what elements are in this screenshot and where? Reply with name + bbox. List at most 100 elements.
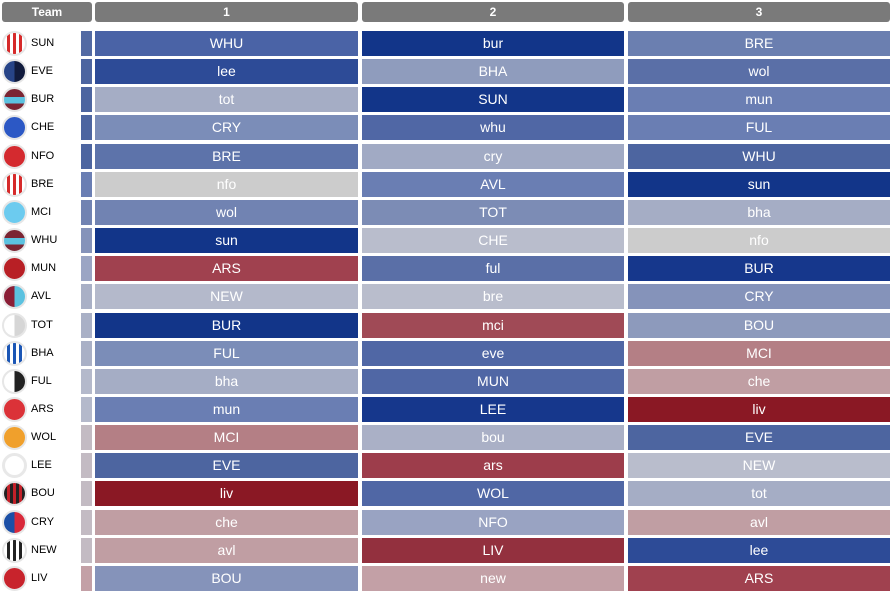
fixture-cell: bou <box>362 425 624 451</box>
fixture-cell: bre <box>362 284 624 310</box>
fixture-cell: bur <box>362 31 624 56</box>
difficulty-strip <box>81 368 92 394</box>
team-badge-icon <box>2 31 27 56</box>
fixture-cell: NEW <box>628 453 890 479</box>
difficulty-strip <box>81 340 92 366</box>
team-row: BUR tot SUN mun <box>0 87 894 113</box>
team-row: CRY che NFO avl <box>0 509 894 535</box>
team-code: SUN <box>31 37 55 49</box>
fixture-cell: LIV <box>362 537 624 563</box>
team-code: MCI <box>31 205 52 218</box>
fixture-cell: avl <box>95 537 358 563</box>
fixture-cell: wol <box>95 199 358 225</box>
team-code: NFO <box>31 149 55 162</box>
fixture-cell: mun <box>95 396 358 422</box>
gameweek-header-3: 3 <box>628 2 890 22</box>
fixture-cell: liv <box>628 396 890 422</box>
fixture-cell: EVE <box>95 453 358 479</box>
team-badge-icon <box>2 199 27 225</box>
team-badge-icon <box>2 284 27 310</box>
team-badge-icon <box>2 228 27 254</box>
fixture-cell: avl <box>628 509 890 535</box>
fixture-cell: MUN <box>362 368 624 394</box>
team-row: WOL MCI bou EVE <box>0 425 894 451</box>
fixture-cell: nfo <box>628 228 890 254</box>
team-badge-icon <box>2 425 27 451</box>
fixture-cell: CHE <box>362 228 624 254</box>
fixture-cell: WHU <box>628 143 890 169</box>
team-code: EVE <box>31 65 54 78</box>
team-row: ARS mun LEE liv <box>0 396 894 422</box>
difficulty-strip <box>81 565 92 591</box>
team-row: FUL bha MUN che <box>0 368 894 394</box>
difficulty-strip <box>81 87 92 113</box>
fixture-cell: BHA <box>362 59 624 85</box>
difficulty-strip <box>81 171 92 197</box>
fixture-cell: ars <box>362 453 624 479</box>
fixture-cell: BOU <box>95 565 358 591</box>
fixture-cell: WOL <box>362 481 624 507</box>
fixture-cell: ARS <box>628 565 890 591</box>
fixture-cell: LEE <box>362 396 624 422</box>
team-code: FUL <box>31 374 52 387</box>
team-badge-icon <box>2 565 27 591</box>
fixture-cell: TOT <box>362 199 624 225</box>
fixture-cell: FUL <box>95 340 358 366</box>
fixture-cell: WHU <box>95 31 358 56</box>
team-badge-icon <box>2 537 27 563</box>
fixture-cell: lee <box>628 537 890 563</box>
team-code: LIV <box>31 571 48 584</box>
fixture-cell: BOU <box>628 312 890 338</box>
team-row: LIV BOU new ARS <box>0 565 894 591</box>
difficulty-strip <box>81 453 92 479</box>
fixture-cell: cry <box>362 143 624 169</box>
team-row: BOU liv WOL tot <box>0 481 894 507</box>
fixture-cell: ful <box>362 256 624 282</box>
team-badge-icon <box>2 453 27 479</box>
difficulty-strip <box>81 481 92 507</box>
difficulty-strip <box>81 396 92 422</box>
fixture-cell: BUR <box>628 256 890 282</box>
fixture-cell: sun <box>95 228 358 254</box>
fixture-cell: eve <box>362 340 624 366</box>
team-code: BHA <box>31 346 54 359</box>
fixture-cell: MCI <box>95 425 358 451</box>
team-row: NEW avl LIV lee <box>0 537 894 563</box>
fixture-cell: BUR <box>95 312 358 338</box>
team-code: BRE <box>31 177 54 190</box>
team-code: WHU <box>31 234 58 247</box>
team-row: SUN WHU bur BRE <box>0 31 894 56</box>
team-code: BUR <box>31 93 55 106</box>
team-badge-icon <box>2 59 27 85</box>
team-badge-icon <box>2 115 27 141</box>
fixture-cell: che <box>628 368 890 394</box>
team-row: BHA FUL eve MCI <box>0 340 894 366</box>
team-row: CHE CRY whu FUL <box>0 115 894 141</box>
team-row: NFO BRE cry WHU <box>0 143 894 169</box>
team-code: MUN <box>31 262 57 275</box>
fixture-cell: EVE <box>628 425 890 451</box>
fixture-cell: bha <box>95 368 358 394</box>
fixture-cell: che <box>95 509 358 535</box>
team-badge-icon <box>2 481 27 507</box>
team-row: MUN ARS ful BUR <box>0 256 894 282</box>
fixture-cell: AVL <box>362 171 624 197</box>
fixture-cell: sun <box>628 171 890 197</box>
team-badge-icon <box>2 256 27 282</box>
team-row: LEE EVE ars NEW <box>0 453 894 479</box>
fixture-cell: NEW <box>95 284 358 310</box>
team-code: WOL <box>31 431 57 444</box>
fixture-cell: MCI <box>628 340 890 366</box>
team-row: MCI wol TOT bha <box>0 199 894 225</box>
fixture-cell: FUL <box>628 115 890 141</box>
team-badge-icon <box>2 509 27 535</box>
fixture-cell: tot <box>95 87 358 113</box>
fixture-cell: lee <box>95 59 358 85</box>
difficulty-strip <box>81 509 92 535</box>
team-column-header: Team <box>2 2 92 22</box>
fixture-cell: tot <box>628 481 890 507</box>
team-row: WHU sun CHE nfo <box>0 228 894 254</box>
team-badge-icon <box>2 143 27 169</box>
fixture-cell: CRY <box>628 284 890 310</box>
